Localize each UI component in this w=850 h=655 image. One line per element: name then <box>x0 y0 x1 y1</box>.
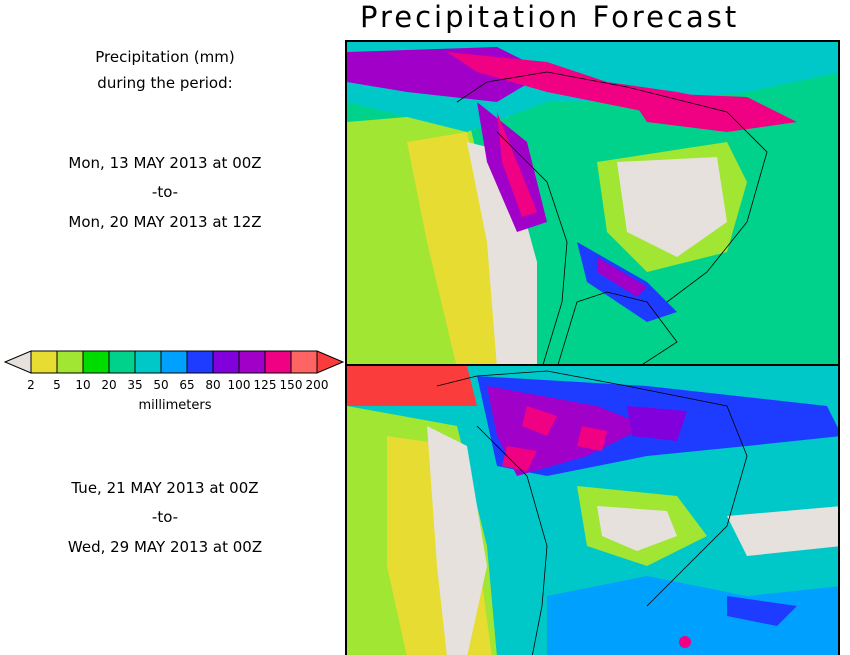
colorbar-above-arrow <box>316 350 345 374</box>
colorbar-tick-label: 125 <box>253 378 277 392</box>
colorbar-swatch <box>82 350 110 374</box>
colorbar-swatch <box>186 350 214 374</box>
description-line1: Precipitation (mm) <box>95 48 235 66</box>
description-line2: during the period: <box>97 74 233 92</box>
colorbar-swatch <box>108 350 136 374</box>
period2-to: -to- <box>151 508 179 526</box>
precip-map-1 <box>347 42 838 364</box>
colorbar-tick-label: 200 <box>305 378 329 392</box>
period2-end: Wed, 29 MAY 2013 at 00Z <box>67 538 263 556</box>
colorbar-swatch <box>160 350 188 374</box>
map-panel-period2 <box>345 364 840 655</box>
colorbar <box>3 350 345 374</box>
colorbar-tick-label: 150 <box>279 378 303 392</box>
period1-start: Mon, 13 MAY 2013 at 00Z <box>68 154 262 172</box>
colorbar-swatch <box>238 350 266 374</box>
colorbar-swatch <box>56 350 84 374</box>
precip-map-2 <box>347 366 838 655</box>
colorbar-below-arrow <box>3 350 32 374</box>
colorbar-tick-label: 80 <box>205 378 221 392</box>
page-title: Precipitation Forecast <box>360 0 740 34</box>
colorbar-tick-label: 35 <box>127 378 143 392</box>
period2-start: Tue, 21 MAY 2013 at 00Z <box>71 479 259 497</box>
period1-end: Mon, 20 MAY 2013 at 12Z <box>68 213 262 231</box>
colorbar-tick-label: 65 <box>179 378 195 392</box>
colorbar-tick-label: 50 <box>153 378 169 392</box>
colorbar-swatch <box>212 350 240 374</box>
colorbar-swatch <box>290 350 318 374</box>
colorbar-swatch <box>134 350 162 374</box>
colorbar-tick-label: 10 <box>75 378 91 392</box>
colorbar-tick-label: 20 <box>101 378 117 392</box>
colorbar-unit: millimeters <box>138 398 212 413</box>
colorbar-tick-label: 100 <box>227 378 251 392</box>
colorbar-swatch <box>264 350 292 374</box>
colorbar-tick-label: 5 <box>53 378 61 392</box>
period1-to: -to- <box>151 183 179 201</box>
colorbar-tick-label: 2 <box>27 378 35 392</box>
colorbar-swatch <box>30 350 58 374</box>
map-panel-period1 <box>345 40 840 366</box>
